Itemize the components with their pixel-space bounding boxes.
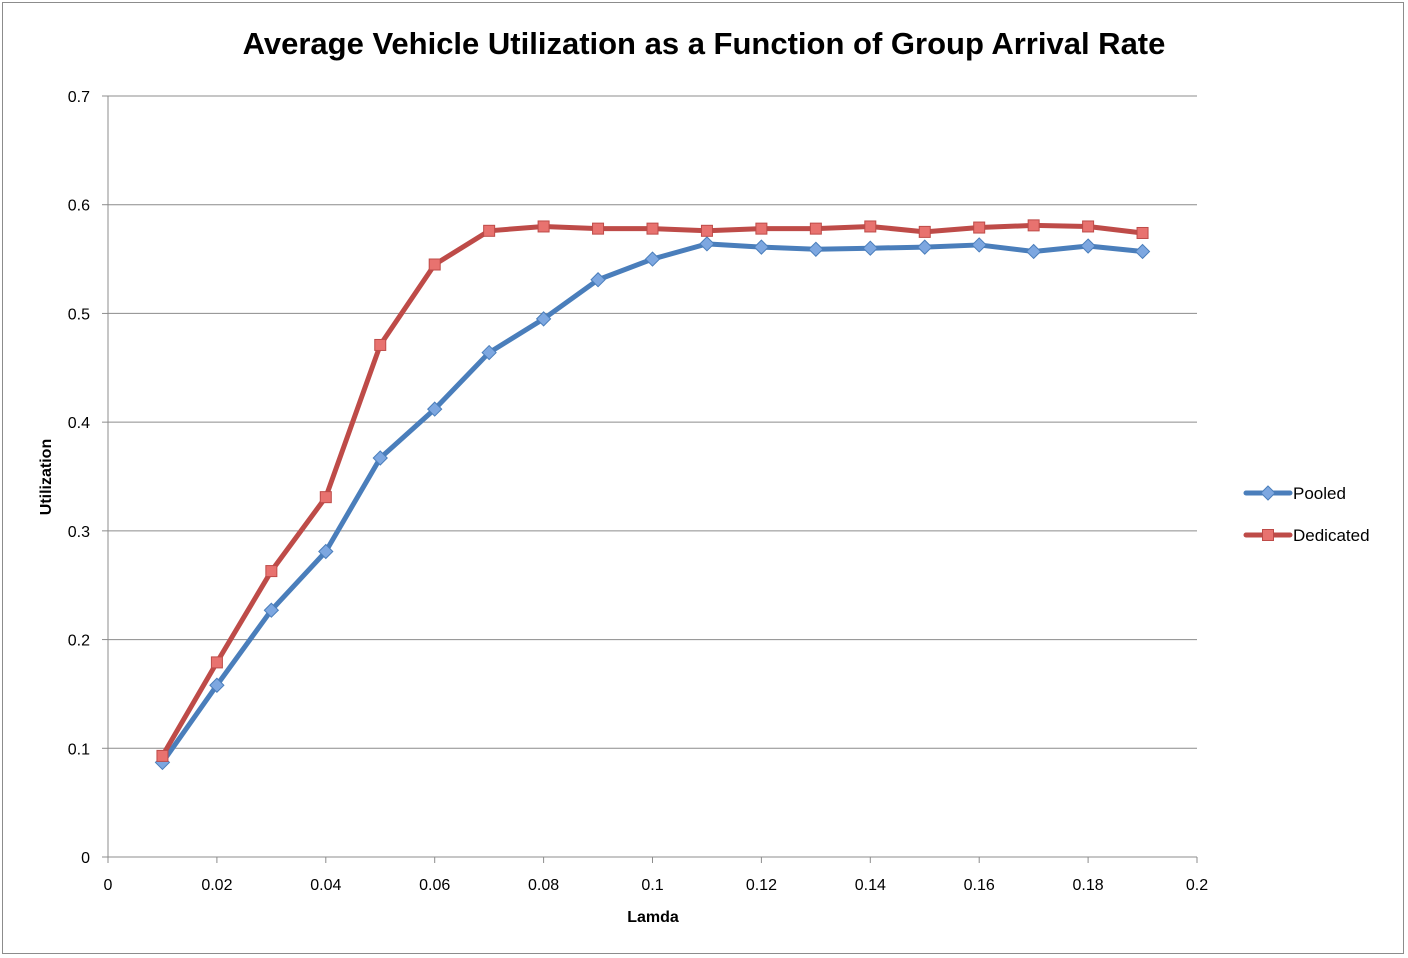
- pooled-point: [372, 450, 388, 466]
- axes: [102, 95, 1198, 863]
- pooled-point: [1025, 243, 1042, 260]
- dedicated-point: [374, 338, 387, 351]
- y-tick-label: 0.6: [68, 198, 90, 215]
- pooled-point: [426, 401, 443, 417]
- y-tick-label: 0: [81, 850, 90, 867]
- pooled-point: [209, 677, 225, 693]
- dedicated-point: [265, 565, 278, 578]
- x-tick-label: 0: [104, 877, 113, 894]
- x-tick-label: 0.12: [746, 877, 777, 894]
- pooled-point: [318, 543, 334, 560]
- legend: Pooled Dedicated: [1243, 484, 1370, 545]
- pooled-point: [917, 239, 933, 255]
- dedicated-point: [428, 258, 441, 271]
- x-tick-label: 0.06: [419, 877, 450, 894]
- y-tick-label: 0.4: [68, 415, 90, 432]
- legend-swatch-marker: [1262, 529, 1274, 541]
- series-pooled: [154, 236, 1151, 771]
- legend-swatch-marker: [1260, 485, 1276, 501]
- dedicated-point: [755, 222, 768, 235]
- pooled-point: [263, 602, 280, 618]
- x-tick-label: 0.16: [964, 877, 995, 894]
- x-tick-label: 0.1: [641, 877, 663, 894]
- pooled-point: [753, 239, 770, 255]
- y-tick-label: 0.5: [68, 306, 90, 323]
- pooled-point: [808, 241, 824, 257]
- x-tick-label: 0.08: [528, 877, 559, 894]
- series-dedicated: [156, 219, 1149, 762]
- x-tick-label: 0.2: [1186, 877, 1208, 894]
- dedicated-point: [483, 224, 496, 237]
- dedicated-point: [1027, 219, 1040, 232]
- dedicated-point: [319, 491, 332, 504]
- x-tick-label: 0.02: [201, 877, 232, 894]
- legend-label: Dedicated: [1293, 526, 1370, 545]
- y-tick-label: 0.1: [68, 741, 90, 758]
- y-tick-label: 0.7: [68, 89, 90, 106]
- y-tick-label: 0.2: [68, 633, 90, 650]
- dedicated-point: [537, 220, 550, 233]
- dedicated-point: [700, 224, 713, 237]
- dedicated-point: [646, 222, 659, 235]
- pooled-point: [1134, 243, 1151, 260]
- dedicated-point: [918, 225, 931, 238]
- dedicated-point: [864, 220, 877, 233]
- dedicated-point: [156, 749, 169, 762]
- legend-label: Pooled: [1293, 484, 1346, 503]
- pooled-point: [699, 236, 715, 252]
- y-tick-label: 0.3: [68, 524, 90, 541]
- dedicated-point: [1136, 226, 1149, 239]
- pooled-point: [862, 240, 879, 256]
- dedicated-point: [809, 222, 822, 235]
- tick-labels: 0 0.1 0.2 0.3 0.4 0.5 0.6 0.7 0 0.02 0.04 0.06 0.08 0…: [68, 89, 1208, 894]
- pooled-line: [159, 241, 1146, 765]
- series-layer: [154, 219, 1151, 771]
- pooled-point: [644, 251, 661, 267]
- dedicated-point: [973, 221, 986, 234]
- legend-item-pooled: Pooled: [1243, 484, 1346, 503]
- chart-title: Average Vehicle Utilization as a Functio…: [242, 26, 1166, 61]
- dedicated-line: [159, 222, 1146, 759]
- x-tick-label: 0.04: [310, 877, 341, 894]
- x-tick-label: 0.14: [855, 877, 886, 894]
- dedicated-point: [592, 222, 605, 235]
- y-axis-title: Utilization: [38, 439, 55, 515]
- x-axis-title: Lamda: [627, 909, 679, 926]
- dedicated-point: [210, 656, 223, 669]
- legend-item-dedicated: Dedicated: [1243, 526, 1370, 545]
- dedicated-point: [1082, 220, 1095, 233]
- pooled-point: [535, 311, 552, 327]
- pooled-point: [590, 272, 606, 288]
- gridlines: [108, 95, 1197, 749]
- pooled-point: [971, 237, 987, 253]
- pooled-point: [1080, 238, 1096, 254]
- x-tick-label: 0.18: [1073, 877, 1104, 894]
- pooled-point: [481, 344, 497, 361]
